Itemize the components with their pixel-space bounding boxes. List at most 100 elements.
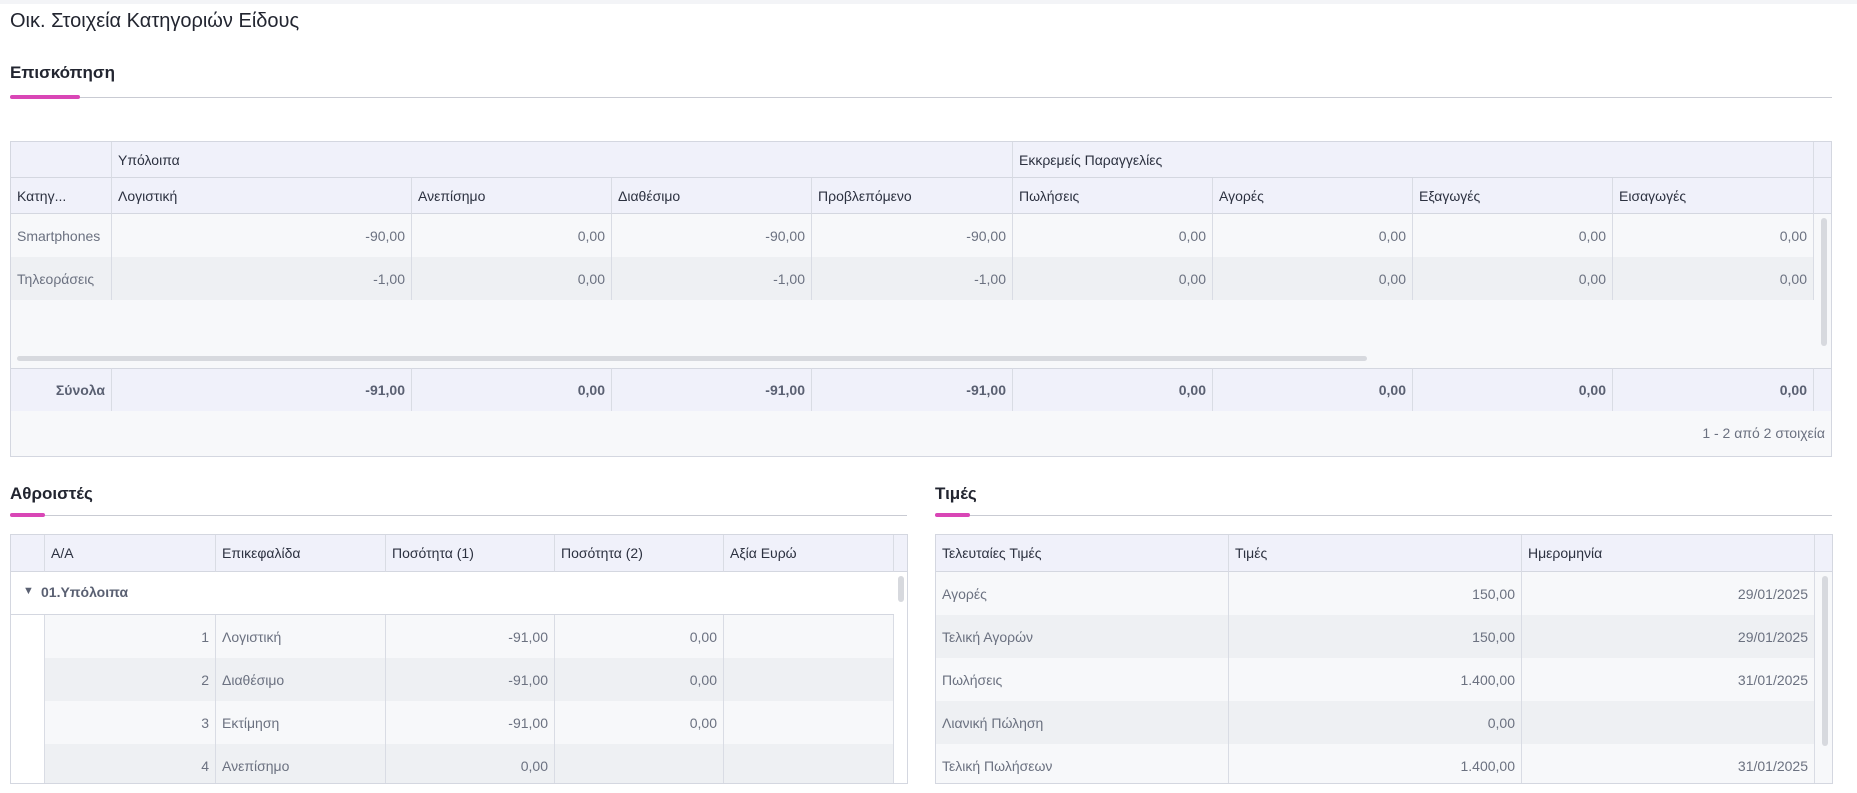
totals-scroll-spacer — [1814, 368, 1831, 411]
row-value[interactable]: 0,00 — [1013, 214, 1213, 257]
total-value: -91,00 — [612, 368, 812, 411]
section-accent — [935, 513, 970, 517]
price-value[interactable]: 1.400,00 — [1229, 658, 1522, 701]
column-header[interactable]: Προβλεπόμενο — [812, 178, 1013, 214]
vertical-scrollbar[interactable] — [1821, 218, 1827, 346]
column-header[interactable]: Ημερομηνία — [1522, 535, 1815, 572]
row-value[interactable]: -91,00 — [386, 658, 555, 701]
price-date[interactable] — [1522, 701, 1815, 744]
column-header[interactable]: Τιμές — [1229, 535, 1522, 572]
group-label: 01.Υπόλοιπα — [41, 584, 129, 600]
horizontal-scrollbar[interactable] — [17, 356, 1367, 361]
price-date[interactable]: 31/01/2025 — [1522, 744, 1815, 783]
row-value[interactable]: 0,00 — [555, 658, 724, 701]
price-value[interactable]: 1.400,00 — [1229, 744, 1522, 783]
column-header[interactable]: Πωλήσεις — [1013, 178, 1213, 214]
column-header[interactable]: Λογιστική — [112, 178, 412, 214]
column-header[interactable]: Εξαγωγές — [1413, 178, 1613, 214]
row-index[interactable]: 4 — [45, 744, 216, 783]
row-value[interactable]: -1,00 — [812, 257, 1013, 300]
section-divider — [935, 515, 1832, 516]
row-value[interactable]: -90,00 — [612, 214, 812, 257]
row-index[interactable]: 2 — [45, 658, 216, 701]
pager-info: 1 - 2 από 2 στοιχεία — [1702, 425, 1825, 441]
price-date[interactable]: 29/01/2025 — [1522, 572, 1815, 615]
row-value[interactable] — [724, 701, 894, 744]
price-label[interactable]: Τελική Πωλήσεων — [936, 744, 1229, 783]
column-header[interactable]: Επικεφαλίδα — [216, 535, 386, 572]
section-title-overview[interactable]: Επισκόπηση — [10, 63, 115, 82]
price-label[interactable]: Λιανική Πώληση — [936, 701, 1229, 744]
row-value[interactable]: 0,00 — [412, 214, 612, 257]
row-heading[interactable]: Διαθέσιμο — [216, 658, 386, 701]
row-value[interactable]: -90,00 — [812, 214, 1013, 257]
grid-footer — [11, 410, 1831, 456]
row-value[interactable]: -91,00 — [386, 701, 555, 744]
group-header-balances: Υπόλοιπα — [112, 142, 1013, 178]
header-scroll-spacer — [894, 535, 907, 572]
row-value[interactable] — [724, 658, 894, 701]
row-value[interactable]: 0,00 — [1413, 257, 1613, 300]
row-value[interactable]: 0,00 — [1213, 214, 1413, 257]
header-scroll-spacer — [1814, 142, 1831, 178]
total-value: -91,00 — [112, 368, 412, 411]
row-index[interactable]: 1 — [45, 615, 216, 658]
totals-label: Σύνολα — [11, 368, 112, 411]
row-value[interactable] — [555, 744, 724, 783]
column-header[interactable]: Αξία Ευρώ — [724, 535, 894, 572]
column-header[interactable]: Ποσότητα (2) — [555, 535, 724, 572]
section-title-accumulators: Αθροιστές — [10, 484, 93, 503]
row-heading[interactable]: Εκτίμηση — [216, 701, 386, 744]
total-value: 0,00 — [1613, 368, 1814, 411]
column-header[interactable]: Τελευταίες Τιμές — [936, 535, 1229, 572]
total-value: 0,00 — [412, 368, 612, 411]
row-value[interactable]: -90,00 — [112, 214, 412, 257]
row-value[interactable]: 0,00 — [555, 615, 724, 658]
row-indent — [11, 701, 45, 744]
column-header[interactable]: Αγορές — [1213, 178, 1413, 214]
vertical-scrollbar[interactable] — [898, 576, 904, 602]
page-title: Οικ. Στοιχεία Κατηγοριών Είδους — [10, 10, 300, 32]
row-value[interactable]: 0,00 — [555, 701, 724, 744]
row-value[interactable]: 0,00 — [1213, 257, 1413, 300]
row-value[interactable]: 0,00 — [386, 744, 555, 783]
row-value[interactable]: -91,00 — [386, 615, 555, 658]
price-value[interactable]: 150,00 — [1229, 615, 1522, 658]
row-category[interactable]: Τηλεοράσεις — [11, 257, 112, 300]
vertical-scrollbar[interactable] — [1822, 576, 1828, 746]
price-value[interactable]: 0,00 — [1229, 701, 1522, 744]
row-index[interactable]: 3 — [45, 701, 216, 744]
row-value[interactable]: 0,00 — [1613, 257, 1814, 300]
column-header[interactable]: Α/Α — [45, 535, 216, 572]
row-value[interactable]: -1,00 — [612, 257, 812, 300]
price-date[interactable]: 29/01/2025 — [1522, 615, 1815, 658]
section-divider — [10, 515, 907, 516]
price-date[interactable]: 31/01/2025 — [1522, 658, 1815, 701]
row-value[interactable]: 0,00 — [1613, 214, 1814, 257]
header-expander — [11, 535, 45, 572]
row-value[interactable] — [724, 615, 894, 658]
column-header[interactable]: Ποσότητα (1) — [386, 535, 555, 572]
group-header-pending-orders: Εκκρεμείς Παραγγελίες — [1013, 142, 1814, 178]
row-value[interactable]: 0,00 — [1013, 257, 1213, 300]
row-value[interactable]: 0,00 — [1413, 214, 1613, 257]
price-label[interactable]: Πωλήσεις — [936, 658, 1229, 701]
row-indent — [11, 658, 45, 701]
price-label[interactable]: Τελική Αγορών — [936, 615, 1229, 658]
row-heading[interactable]: Ανεπίσημο — [216, 744, 386, 783]
total-value: 0,00 — [1013, 368, 1213, 411]
caret-down-icon[interactable]: ▼ — [23, 585, 34, 597]
row-value[interactable]: 0,00 — [412, 257, 612, 300]
row-heading[interactable]: Λογιστική — [216, 615, 386, 658]
price-value[interactable]: 150,00 — [1229, 572, 1522, 615]
top-bar — [0, 0, 1857, 4]
row-value[interactable] — [724, 744, 894, 783]
row-value[interactable]: -1,00 — [112, 257, 412, 300]
column-header[interactable]: Ανεπίσημο — [412, 178, 612, 214]
row-category[interactable]: Smartphones — [11, 214, 112, 257]
column-header[interactable]: Εισαγωγές — [1613, 178, 1814, 214]
column-header[interactable]: Κατηγ... — [11, 178, 112, 214]
price-label[interactable]: Αγορές — [936, 572, 1229, 615]
group-row[interactable]: ▼ 01.Υπόλοιπα — [11, 572, 894, 615]
column-header[interactable]: Διαθέσιμο — [612, 178, 812, 214]
